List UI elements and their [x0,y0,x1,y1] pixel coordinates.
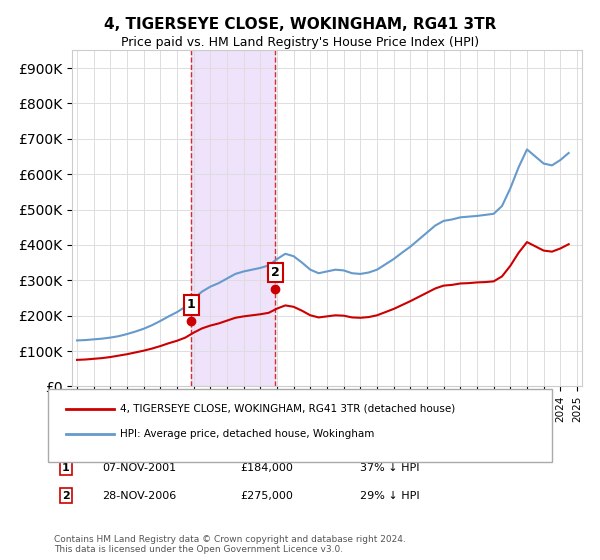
Text: 37% ↓ HPI: 37% ↓ HPI [360,463,419,473]
Text: 29% ↓ HPI: 29% ↓ HPI [360,491,419,501]
Text: 1: 1 [62,463,70,473]
Text: Price paid vs. HM Land Registry's House Price Index (HPI): Price paid vs. HM Land Registry's House … [121,36,479,49]
Text: Contains HM Land Registry data © Crown copyright and database right 2024.
This d: Contains HM Land Registry data © Crown c… [54,535,406,554]
Text: HPI: Average price, detached house, Wokingham: HPI: Average price, detached house, Woki… [120,429,374,439]
Text: 4, TIGERSEYE CLOSE, WOKINGHAM, RG41 3TR: 4, TIGERSEYE CLOSE, WOKINGHAM, RG41 3TR [104,17,496,32]
Text: 4, TIGERSEYE CLOSE, WOKINGHAM, RG41 3TR (detached house): 4, TIGERSEYE CLOSE, WOKINGHAM, RG41 3TR … [120,404,455,414]
Text: 2: 2 [62,491,70,501]
Text: 1: 1 [187,298,196,311]
Text: 2: 2 [271,266,280,279]
Text: 28-NOV-2006: 28-NOV-2006 [102,491,176,501]
Text: £275,000: £275,000 [240,491,293,501]
Bar [191,50,275,386]
Text: £184,000: £184,000 [240,463,293,473]
Text: 07-NOV-2001: 07-NOV-2001 [102,463,176,473]
